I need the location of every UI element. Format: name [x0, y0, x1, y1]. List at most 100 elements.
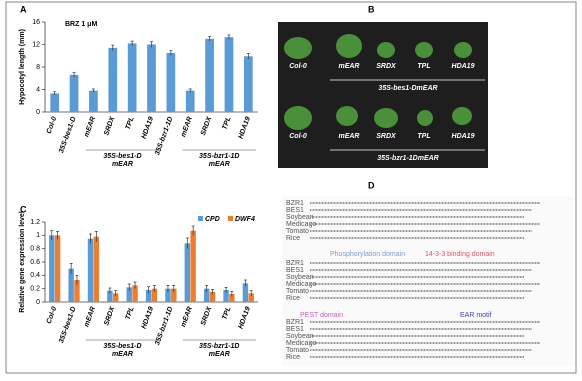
domain-label: 14-3-3 binding domain: [425, 251, 495, 258]
species-label: Tomato: [286, 288, 309, 295]
bar: [74, 280, 80, 302]
panel-label: B: [368, 4, 375, 14]
x-tick-label: SRDX: [200, 305, 214, 327]
bar: [68, 268, 74, 302]
photo-label: TPL: [417, 63, 430, 70]
species-label: Tomato: [286, 228, 309, 235]
x-tick-label: SRDX: [103, 115, 117, 137]
bar: [203, 288, 210, 302]
x-tick-label: HDA19: [238, 116, 252, 140]
bar: [89, 90, 98, 112]
y-tick-label: 12: [32, 41, 40, 48]
species-label: BZR1: [286, 200, 304, 207]
bar: [209, 292, 216, 302]
bar: [223, 290, 229, 302]
y-tick-label: 1.2: [30, 219, 40, 226]
bar: [184, 243, 191, 302]
photo-label: Col-0: [289, 63, 307, 70]
panel-label: A: [20, 4, 27, 14]
species-label: Medicago: [286, 221, 316, 228]
y-tick-label: 0.8: [30, 246, 40, 253]
species-label: Tomato: [286, 347, 309, 354]
bar: [190, 230, 196, 302]
x-tick-label: SRDX: [103, 305, 117, 327]
bar: [243, 56, 253, 112]
domain-label: PEST domain: [300, 312, 343, 319]
panel-label: C: [20, 204, 27, 214]
y-tick-label: 0.6: [30, 259, 40, 266]
x-tick-label: HDA19: [141, 306, 155, 330]
bar: [126, 287, 132, 302]
domain-label: Phosphorylation domain: [330, 251, 405, 258]
x-tick-label: mEAR: [83, 116, 97, 138]
legend-swatch: [228, 216, 233, 221]
seedlings: [284, 34, 472, 130]
species-label: BES1: [286, 207, 304, 214]
bar: [107, 290, 113, 302]
group-label: mEAR: [209, 161, 230, 168]
species-label: Rice: [286, 354, 300, 361]
bar: [242, 283, 249, 302]
bar: [54, 235, 61, 302]
panel-label: D: [368, 180, 375, 190]
x-tick-label: HDA19: [141, 116, 155, 140]
y-axis-label: Hypocotyl length (mm): [19, 29, 26, 105]
species-label: Medicago: [286, 340, 316, 347]
group-label: 35S-bzr1-1D: [199, 153, 239, 160]
species-label: Soybean: [286, 333, 314, 340]
species-label: Soybean: [286, 214, 314, 221]
y-tick-label: 0.2: [30, 286, 40, 293]
photo-label: Col-0: [289, 133, 307, 140]
x-tick-label: TPL: [125, 116, 136, 131]
x-tick-label: 35S-bes1-D: [58, 306, 78, 344]
bar: [50, 93, 60, 112]
species-label: Soybean: [286, 274, 314, 281]
x-tick-label: HDA19: [238, 306, 252, 330]
x-tick-label: mEAR: [180, 116, 194, 138]
bar: [127, 43, 137, 112]
chart-title: BRZ 1 μM: [65, 21, 97, 28]
y-tick-label: 4: [36, 86, 40, 93]
bar: [229, 294, 235, 302]
bar: [151, 288, 158, 302]
bar: [112, 293, 119, 302]
group-label: 35S-bes1-D: [103, 343, 141, 350]
x-tick-label: Col-0: [46, 116, 59, 135]
photo-label: SRDX: [376, 133, 397, 140]
x-tick-label: mEAR: [83, 306, 97, 328]
species-label: Rice: [286, 235, 300, 242]
bar: [224, 37, 234, 112]
species-label: BES1: [286, 267, 304, 274]
bar: [87, 238, 94, 302]
x-tick-label: TPL: [221, 306, 232, 321]
group-label: mEAR: [112, 351, 133, 358]
species-label: Medicago: [286, 281, 316, 288]
bar: [165, 288, 171, 302]
x-tick-label: TPL: [221, 116, 232, 131]
bar: [185, 90, 195, 112]
y-tick-label: 0: [36, 299, 40, 306]
bar: [145, 290, 152, 302]
photo-label: TPL: [417, 133, 430, 140]
bar: [108, 47, 118, 112]
bar: [205, 38, 214, 112]
alignment: [282, 196, 574, 366]
group-label: 35S-bes1-D: [103, 153, 141, 160]
bar: [49, 235, 55, 302]
species-label: Rice: [286, 295, 300, 302]
x-tick-label: SRDX: [200, 115, 214, 137]
y-tick-label: 0: [36, 109, 40, 116]
x-tick-label: 35S-bes1-D: [58, 116, 78, 154]
figure-border: [5, 1, 577, 374]
alignment-blocks: BZR1BES1SoybeanMedicagoTomatoRiceBZR1BES…: [286, 200, 540, 361]
bar: [69, 74, 79, 112]
species-label: BZR1: [286, 319, 304, 326]
bar: [147, 44, 156, 112]
photo-label: mEAR: [338, 63, 359, 70]
species-label: BES1: [286, 326, 304, 333]
bar: [132, 285, 138, 302]
photo-label: HDA19: [452, 63, 475, 70]
y-tick-label: 16: [32, 19, 40, 26]
x-tick-label: mEAR: [180, 306, 194, 328]
